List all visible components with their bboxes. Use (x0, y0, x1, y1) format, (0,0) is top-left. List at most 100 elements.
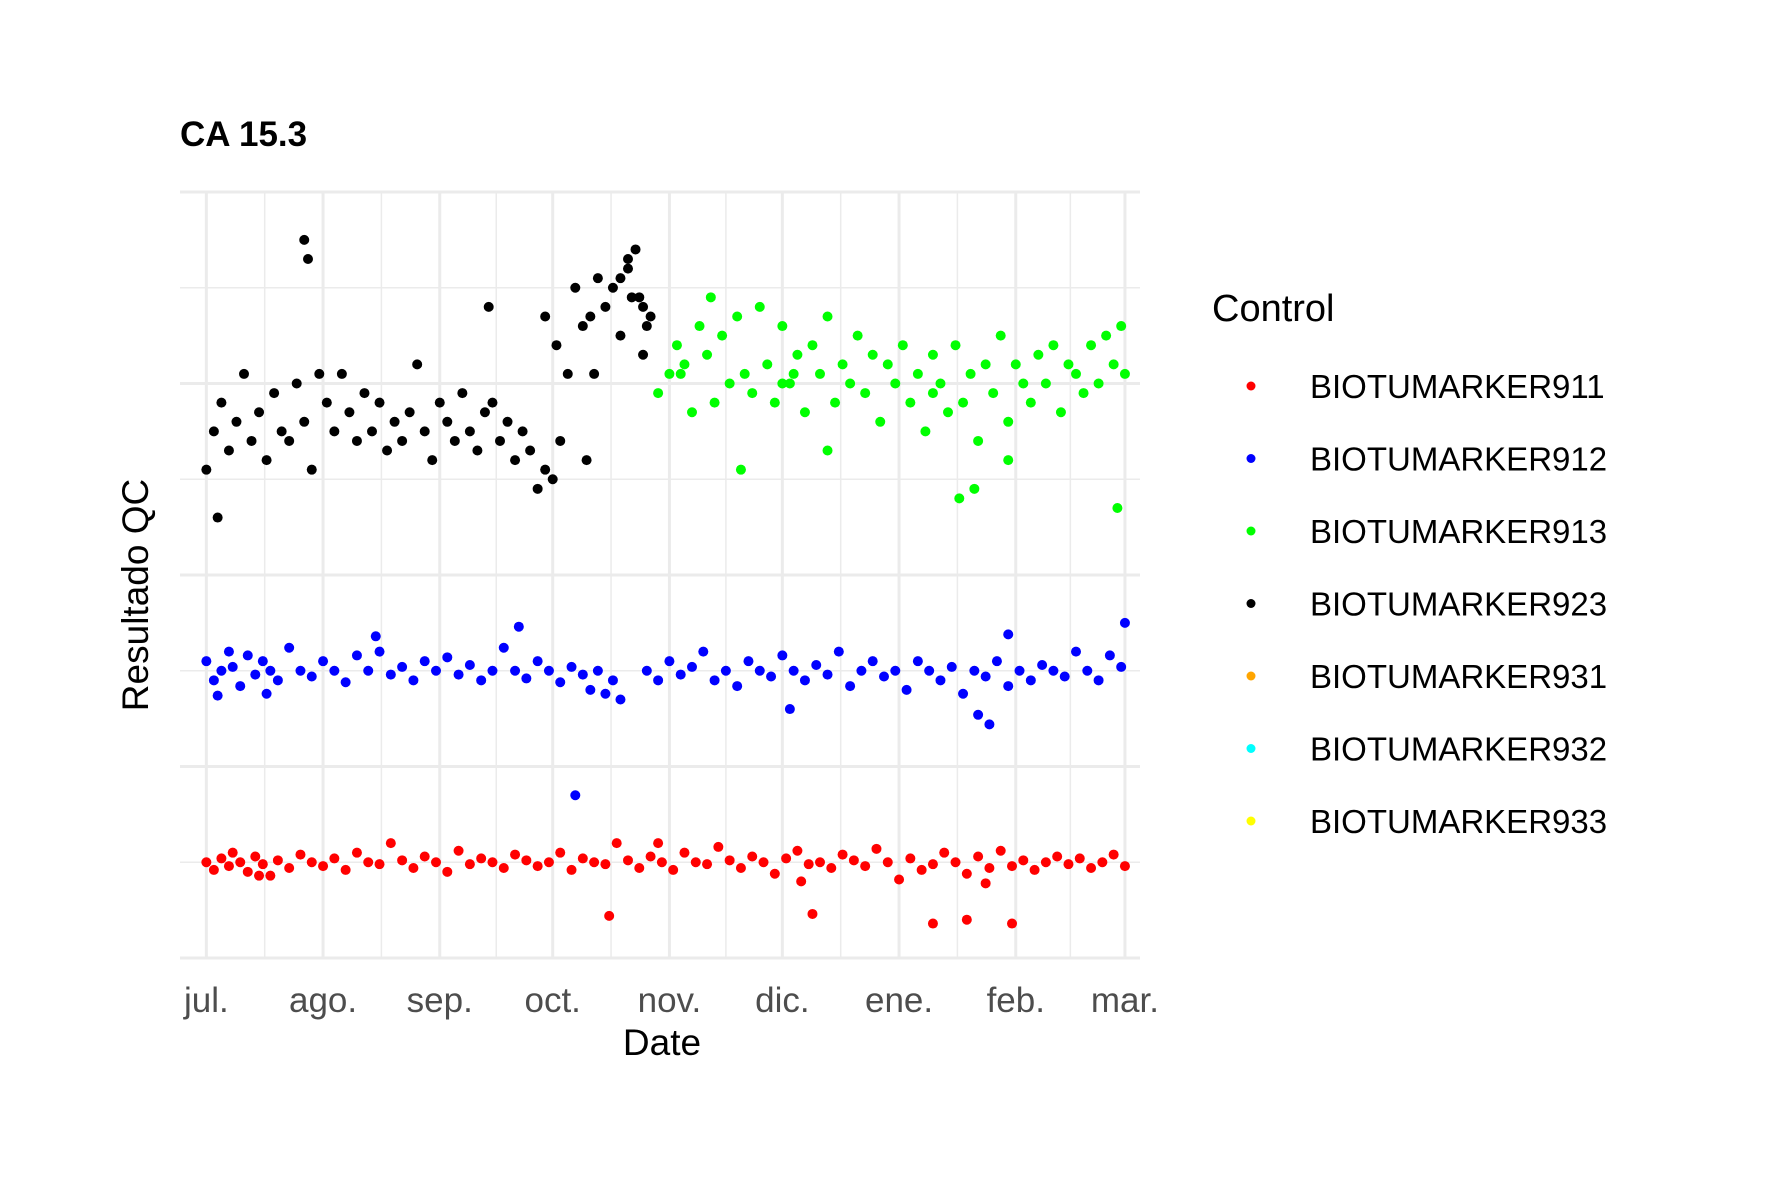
data-point (912, 656, 923, 667)
data-point (359, 388, 370, 399)
data-point (555, 677, 566, 688)
data-point (265, 870, 276, 881)
data-point (517, 426, 528, 437)
data-point (434, 397, 445, 408)
data-point (235, 681, 246, 692)
data-point (1116, 321, 1127, 332)
data-point (961, 914, 972, 925)
data-point (227, 847, 238, 858)
data-point (626, 292, 637, 303)
data-point (284, 642, 295, 653)
data-point (1108, 359, 1119, 370)
data-point (498, 642, 509, 653)
data-point (687, 661, 697, 672)
data-point (980, 878, 991, 889)
data-point (385, 838, 396, 849)
data-point (679, 359, 690, 370)
data-point (671, 340, 682, 351)
data-point (239, 368, 249, 379)
data-point (973, 709, 984, 720)
data-point (769, 397, 780, 408)
data-point (1003, 416, 1014, 427)
x-tick-label: feb. (987, 981, 1045, 1020)
data-point (935, 378, 946, 389)
x-tick-label: oct. (524, 981, 580, 1020)
data-point (374, 397, 385, 408)
data-point (276, 426, 287, 437)
data-point (453, 845, 464, 856)
data-point (623, 254, 633, 265)
data-point (235, 857, 246, 868)
data-point (476, 675, 487, 686)
data-point (638, 301, 649, 312)
legend-label: BIOTUMARKER931 (1310, 658, 1607, 695)
data-point (826, 862, 837, 873)
data-point (510, 455, 521, 466)
data-point (246, 435, 257, 446)
data-point (464, 859, 475, 870)
data-point (653, 388, 664, 399)
data-point (879, 671, 889, 682)
data-point (837, 359, 848, 370)
data-point (833, 646, 844, 657)
data-point (227, 661, 238, 672)
data-point (464, 426, 475, 437)
data-point (664, 368, 675, 379)
data-point (958, 397, 969, 408)
data-point (1040, 378, 1051, 389)
data-point (762, 359, 773, 370)
data-point (487, 857, 498, 868)
data-point (329, 853, 340, 864)
data-point (984, 719, 995, 730)
data-point (419, 426, 430, 437)
data-point (1055, 407, 1066, 418)
data-point (702, 349, 713, 360)
data-point (927, 349, 938, 360)
data-point (265, 665, 276, 676)
x-tick-label: mar. (1091, 981, 1159, 1020)
data-point (867, 656, 878, 667)
data-point (845, 681, 856, 692)
data-point (611, 838, 622, 849)
data-point (513, 621, 524, 632)
data-point (935, 675, 946, 686)
x-tick-labels: jul. ago. sep. oct. nov. dic. ene. feb. mar. (183, 981, 1159, 1020)
data-point (713, 841, 724, 852)
data-point (890, 665, 901, 676)
data-point (351, 435, 362, 446)
data-point (408, 862, 419, 873)
data-point (927, 388, 938, 399)
data-point (374, 859, 385, 870)
data-point (950, 857, 961, 868)
data-point (208, 864, 219, 875)
legend-key (1246, 381, 1256, 391)
data-point (592, 273, 603, 284)
x-axis-label: Date (623, 1022, 701, 1063)
data-point (799, 675, 810, 686)
data-point (777, 378, 788, 389)
data-point (638, 349, 649, 360)
data-point (306, 671, 317, 682)
legend-key (1246, 599, 1256, 608)
x-tick-label: ago. (289, 981, 357, 1020)
data-point (875, 416, 886, 427)
data-point (939, 847, 950, 858)
data-point (973, 435, 984, 446)
data-point (397, 661, 408, 672)
data-point (555, 847, 566, 858)
data-point (641, 321, 652, 332)
data-point (799, 407, 810, 418)
data-point (675, 669, 686, 680)
data-point (321, 397, 332, 408)
data-point (969, 665, 980, 676)
data-point (370, 631, 381, 642)
data-point (607, 675, 618, 686)
data-point (747, 388, 758, 399)
data-point (698, 646, 709, 657)
data-point (1119, 617, 1130, 628)
data-point (340, 864, 351, 875)
data-point (946, 661, 957, 672)
data-point (314, 368, 325, 379)
data-point (487, 397, 498, 408)
data-point (201, 857, 212, 868)
